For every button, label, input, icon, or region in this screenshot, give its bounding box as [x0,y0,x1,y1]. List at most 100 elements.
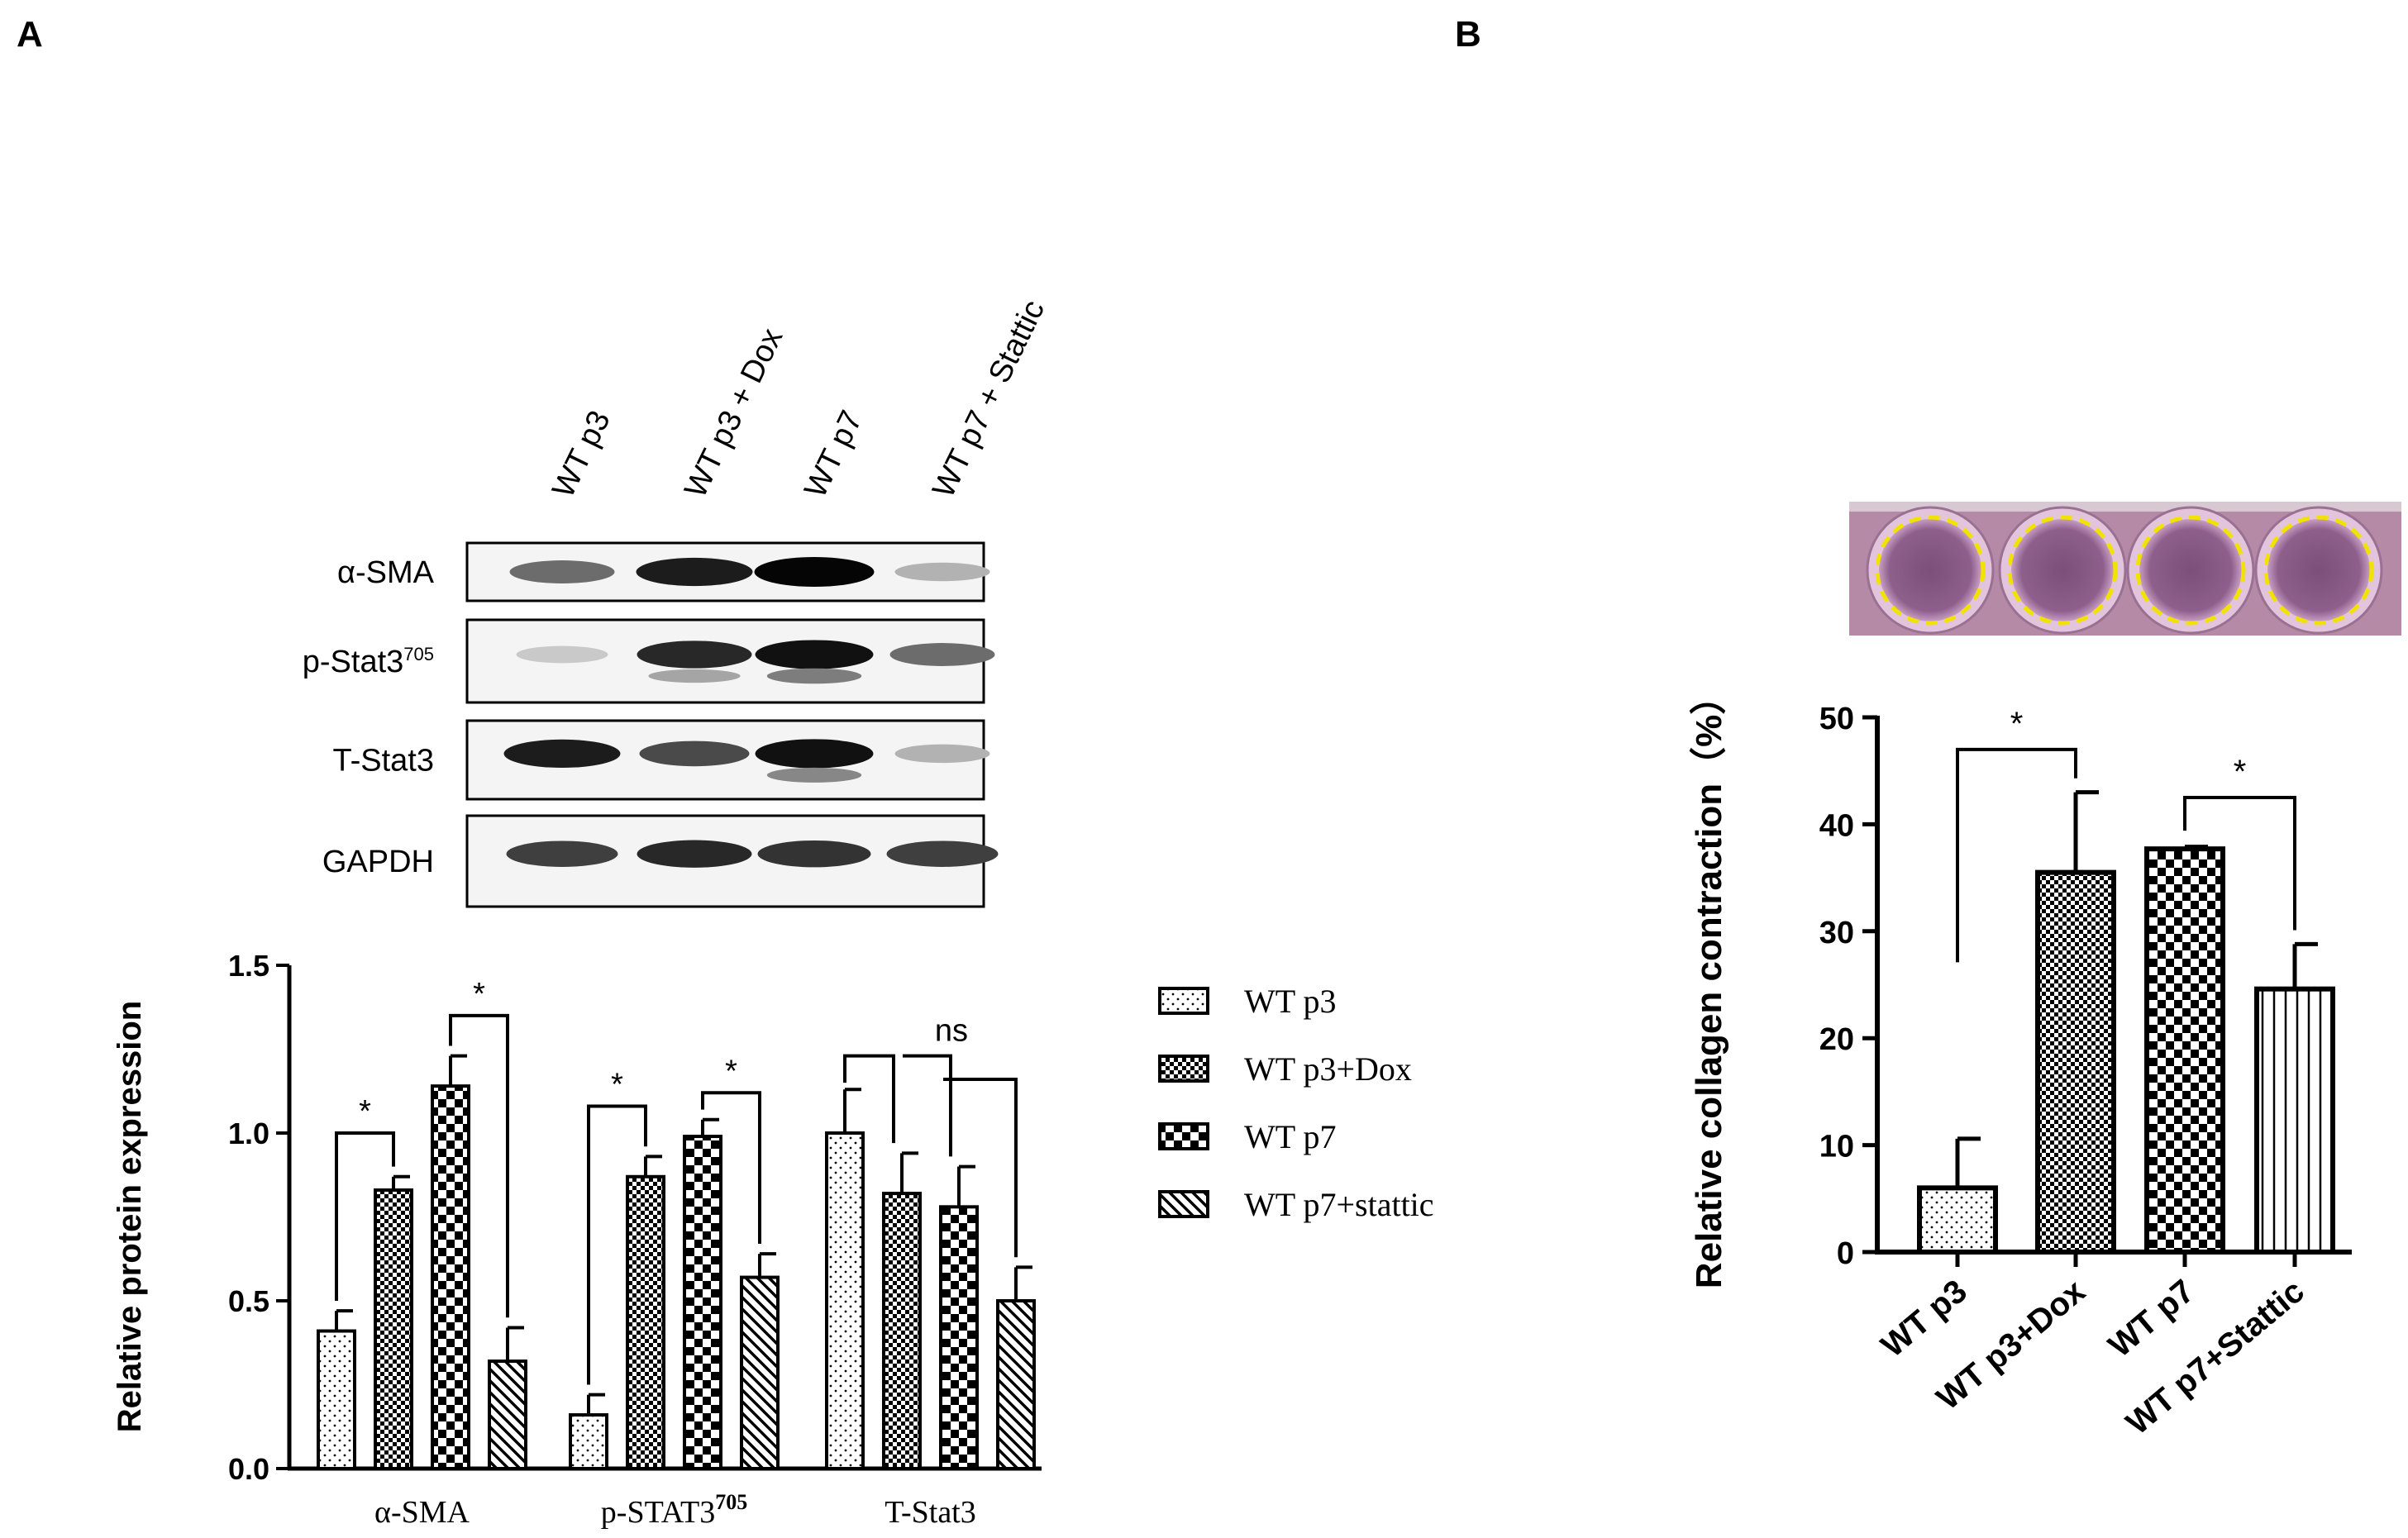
x-tick-label: T-Stat3 [885,1495,976,1530]
y-tick-label: 40 [1819,808,1854,843]
bar [2144,846,2225,1255]
chart-a-legend: WT p3 WT p3+Dox WT p7 WT p7+stattic [1158,983,1434,1223]
bar [740,1275,780,1470]
bar [2254,986,2335,1255]
gel-outline [2263,515,2374,626]
bar [626,1174,665,1471]
chart-protein-expression: 0.0 0.5 1.0 1.5 Relative protein expression α… [112,949,1042,1530]
blot-band [636,557,753,587]
blot-band-lower [766,767,862,783]
blot-row-label: p-Stat3705 [303,644,434,679]
blot-band [886,840,999,867]
legend-label: WT p7+stattic [1244,1186,1434,1223]
blot-band-lower [648,669,741,683]
bar [996,1299,1036,1470]
significance-label: * [611,1068,623,1102]
x-tick-label: p-STAT3705 [601,1490,747,1530]
bar [882,1192,922,1470]
blot-band [639,740,750,767]
significance-bracket [587,1104,647,1385]
blot-band [894,744,990,764]
blot-band [506,840,618,867]
y-tick-label: 0.5 [228,1284,269,1318]
well [2139,519,2242,621]
y-tick-label: 10 [1819,1130,1854,1164]
well [2011,519,2114,621]
blot-band [509,560,615,583]
significance-bracket [449,1013,509,1318]
bar [374,1188,413,1471]
lane-label: WT p3 [546,406,617,503]
legend-swatch [1158,1190,1209,1218]
legend-swatch [1158,1122,1209,1150]
significance-bracket [843,1054,1018,1258]
blot-row-label: α-SMA [337,555,435,590]
blot-band [757,840,871,868]
blot-band [637,640,752,669]
blot-band [503,739,621,769]
bar [317,1329,356,1471]
collagen-plate-image [1849,502,2401,636]
lane-label: WT p7 [798,406,870,503]
x-tick-label: WT p7 [2102,1273,2201,1364]
blot-row-label: T-Stat3 [333,744,435,779]
y-tick-label: 20 [1819,1022,1854,1057]
blot-band [516,645,608,664]
well [1879,519,1981,621]
significance-bracket [701,1091,761,1244]
chart-collagen-contraction: 0 10 20 30 40 50 Relative collagen contraction… [1689,679,2352,1442]
gel-outline [2135,515,2246,626]
significance-label: * [473,977,485,1012]
blot-band [637,840,752,868]
legend-swatch [1158,987,1209,1015]
legend-label: WT p7 [1244,1118,1336,1155]
blot-band-lower [766,668,862,684]
blot-band [894,562,990,582]
x-tick-label: α-SMA [374,1495,470,1530]
bar [1917,1185,1998,1255]
y-tick-label: 30 [1819,916,1854,950]
blot-lane-labels: WT p3 WT p3 + Dox WT p7 WT p7 + Stattic [546,295,1051,503]
y-axis-label: Relative collagen contraction（%） [1689,679,1729,1288]
y-tick-label: 0.0 [228,1452,269,1486]
panel-b-label: B [1455,14,1481,55]
bar [825,1131,865,1470]
significance-label: * [359,1094,371,1129]
gel-outline [2007,515,2118,626]
legend-label: WT p3+Dox [1244,1050,1412,1088]
y-tick-label: 1.0 [228,1117,269,1150]
bar [683,1135,722,1471]
blot-band [755,739,874,769]
bar [939,1205,979,1470]
significance-label: * [2234,754,2247,790]
plate-rim [1849,502,2401,512]
well [2267,519,2370,621]
x-tick-label: WT p3 [1875,1273,1974,1364]
significance-bracket [335,1131,395,1301]
legend-swatch [1158,1055,1209,1083]
significance-label: * [725,1054,737,1088]
legend-label: WT p3 [1244,983,1336,1020]
bar [569,1413,608,1471]
lane-label: WT p7 + Stattic [926,295,1051,503]
y-tick-label: 50 [1819,702,1854,736]
y-tick-label: 0 [1837,1236,1854,1271]
significance-bracket [2183,796,2296,931]
blot-band [754,557,875,587]
blot-row-label: GAPDH [322,845,434,879]
bar [2035,869,2116,1255]
western-blot: α-SMA p-Stat3705 T-Stat3 GAPDH [303,541,999,908]
significance-bracket [1956,747,2077,963]
bar [488,1359,527,1470]
y-tick-label: 1.5 [228,949,269,983]
lane-label: WT p3 + Dox [678,323,789,503]
significance-label: * [2010,706,2024,742]
panel-a-label: A [17,14,43,55]
bar [431,1084,470,1471]
y-axis-label: Relative protein expression [112,1001,148,1432]
blot-band [889,643,995,666]
blot-band [755,640,874,669]
significance-label: ns [935,1014,968,1049]
gel-outline [1875,515,1986,626]
